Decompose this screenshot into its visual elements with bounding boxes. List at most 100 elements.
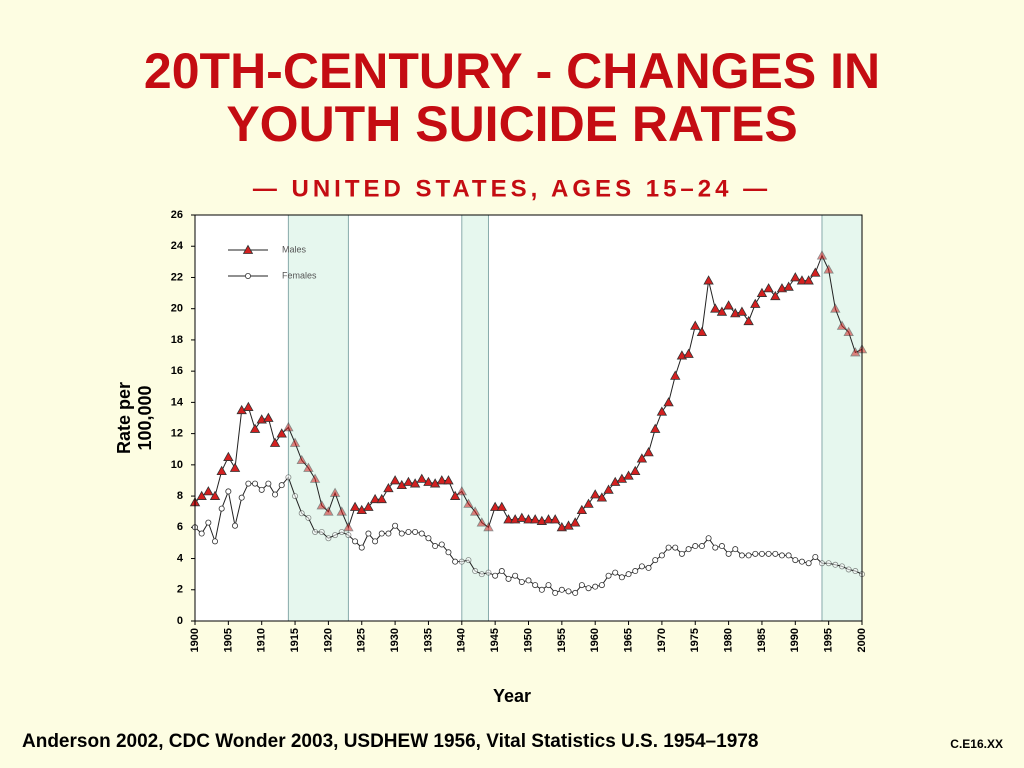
data-point xyxy=(638,563,645,570)
x-tick-label: 1940 xyxy=(456,628,468,652)
data-point xyxy=(852,568,859,575)
data-point xyxy=(378,530,385,537)
data-point xyxy=(392,522,399,529)
data-point xyxy=(725,550,732,557)
data-point xyxy=(605,572,612,579)
legend-label: Females xyxy=(282,270,317,280)
source: Anderson 2002, CDC Wonder 2003, USDHEW 1… xyxy=(22,731,758,752)
data-point xyxy=(445,549,452,556)
data-point xyxy=(565,588,572,595)
data-point xyxy=(516,512,528,522)
data-point xyxy=(316,500,327,510)
data-point xyxy=(309,473,321,483)
data-point xyxy=(745,552,752,559)
x-tick-label: 1975 xyxy=(689,628,701,652)
data-point xyxy=(750,298,761,308)
data-point xyxy=(705,535,712,542)
data-point xyxy=(718,543,725,550)
data-point xyxy=(803,275,814,285)
plot-frame xyxy=(194,214,863,622)
data-point xyxy=(323,506,334,516)
y-tick-label: 22 xyxy=(171,271,183,283)
data-point xyxy=(196,490,207,500)
data-point xyxy=(336,506,347,516)
x-tick-label: 1910 xyxy=(256,628,268,652)
data-point xyxy=(543,514,554,524)
data-point xyxy=(232,522,239,529)
data-point xyxy=(825,560,832,567)
data-point xyxy=(338,528,345,535)
data-point xyxy=(656,406,668,416)
data-point xyxy=(672,544,679,551)
data-point xyxy=(518,578,525,585)
data-point xyxy=(285,474,292,481)
data-point xyxy=(363,501,374,511)
x-tick-label: 1930 xyxy=(389,628,401,652)
data-point xyxy=(498,568,505,575)
data-point xyxy=(663,397,674,407)
data-point xyxy=(492,572,499,579)
data-point xyxy=(778,552,785,559)
data-point xyxy=(832,561,839,568)
data-point xyxy=(209,490,221,500)
highlight-band xyxy=(287,214,349,622)
data-point xyxy=(756,287,768,297)
data-point xyxy=(836,320,848,330)
data-point xyxy=(312,528,319,535)
data-point xyxy=(665,544,672,551)
x-tick-label: 1900 xyxy=(189,628,201,652)
x-tick-label: 1920 xyxy=(322,628,334,652)
data-point xyxy=(630,465,641,475)
data-point xyxy=(670,370,681,380)
data-point xyxy=(532,582,539,589)
data-point xyxy=(258,486,265,493)
y-tick-label: 4 xyxy=(177,552,184,564)
data-point xyxy=(212,538,219,545)
data-point xyxy=(683,348,694,358)
data-point xyxy=(558,586,565,593)
data-point xyxy=(423,476,434,486)
data-point xyxy=(538,586,545,593)
data-point xyxy=(198,530,205,537)
x-tick-label: 2000 xyxy=(856,628,868,652)
data-point xyxy=(278,482,285,489)
data-point xyxy=(329,487,341,497)
y-tick-label: 2 xyxy=(177,584,183,596)
data-point xyxy=(690,320,701,330)
title-line: YOUTH SUICIDE RATES xyxy=(226,96,797,152)
data-point xyxy=(478,571,485,578)
data-point xyxy=(443,475,454,485)
data-point xyxy=(425,535,432,542)
y-tick-label: 6 xyxy=(177,521,183,533)
data-point xyxy=(838,563,845,570)
data-point xyxy=(432,543,439,550)
x-tick-label: 1990 xyxy=(789,628,801,652)
data-point xyxy=(269,437,281,447)
x-tick-label: 1980 xyxy=(723,628,735,652)
data-point xyxy=(792,557,799,564)
data-point xyxy=(765,550,772,557)
data-point xyxy=(485,569,492,576)
data-point xyxy=(596,492,608,502)
y-tick-label: 10 xyxy=(171,459,183,471)
data-point xyxy=(403,476,414,486)
data-point xyxy=(552,589,559,596)
data-point xyxy=(372,538,379,545)
data-point xyxy=(203,486,214,496)
x-tick-label: 1985 xyxy=(756,628,768,652)
data-point xyxy=(752,550,759,557)
data-point xyxy=(698,543,705,550)
data-point xyxy=(452,558,459,565)
data-point xyxy=(345,532,352,539)
legend-marker xyxy=(242,244,254,254)
data-point xyxy=(692,543,699,550)
x-tick-label: 1965 xyxy=(622,628,634,652)
data-point xyxy=(678,550,685,557)
data-point xyxy=(369,493,381,504)
legend-label: Males xyxy=(282,244,307,254)
data-point xyxy=(449,490,461,500)
data-point xyxy=(216,465,227,475)
data-point xyxy=(650,423,661,433)
y-tick-label: 8 xyxy=(177,490,183,502)
data-point xyxy=(710,303,721,313)
